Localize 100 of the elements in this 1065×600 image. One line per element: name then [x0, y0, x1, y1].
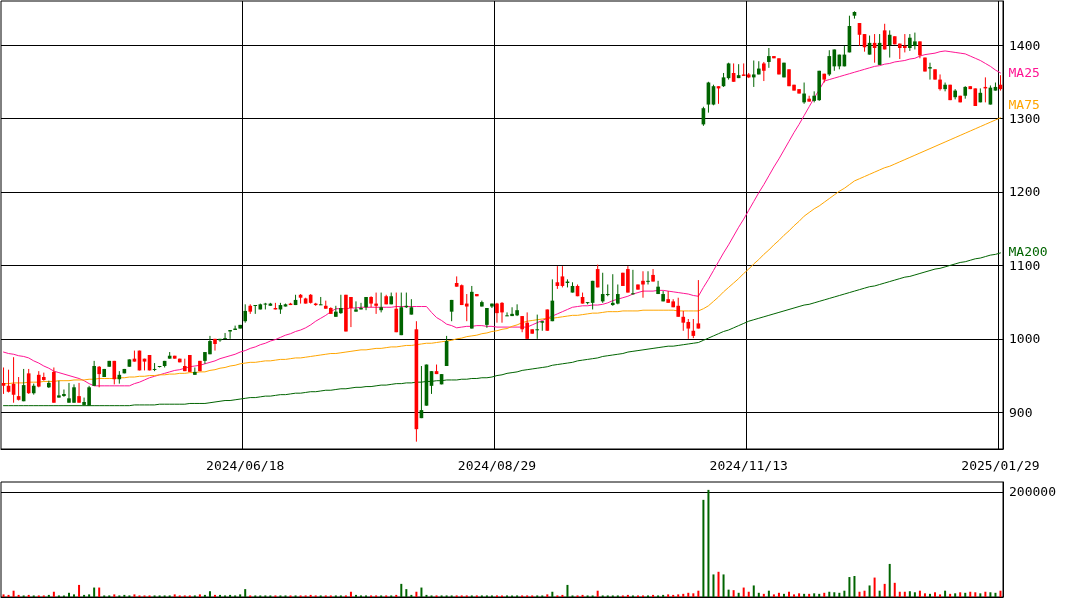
bar	[757, 592, 760, 597]
bar	[415, 591, 418, 597]
bar	[395, 594, 398, 597]
bar	[747, 591, 750, 597]
bar	[949, 593, 952, 597]
bar	[405, 589, 408, 597]
bar	[969, 591, 972, 597]
y-tick-label: 1200	[1009, 184, 1041, 200]
bar	[309, 594, 312, 597]
bar	[918, 590, 921, 597]
bar	[707, 489, 710, 597]
series-label: MA25	[1008, 65, 1040, 81]
candlestick	[696, 279, 701, 330]
bar	[793, 594, 796, 597]
bar	[244, 589, 247, 597]
y-tick-label: 1100	[1009, 257, 1041, 273]
candlestick	[928, 62, 932, 81]
bar	[777, 592, 780, 597]
bar	[803, 593, 806, 597]
bar	[903, 591, 906, 597]
bar	[954, 593, 957, 597]
candlestick	[243, 303, 248, 324]
candlestick	[938, 73, 942, 92]
bar	[198, 594, 201, 597]
candlestick	[26, 368, 31, 395]
bar	[742, 587, 745, 597]
bar	[546, 594, 549, 597]
bar	[133, 594, 136, 597]
bar	[652, 594, 655, 597]
bar	[737, 592, 740, 597]
bar	[868, 585, 871, 597]
bar	[913, 592, 916, 597]
bar	[838, 592, 841, 597]
bar	[219, 594, 222, 597]
bar	[47, 594, 50, 597]
bar	[626, 594, 629, 597]
bar	[863, 590, 866, 597]
candlestick	[767, 47, 771, 69]
bar	[354, 594, 357, 597]
bar	[923, 593, 926, 597]
candlestick	[762, 61, 766, 82]
bar	[752, 585, 755, 597]
bar	[964, 592, 967, 597]
bar	[994, 592, 997, 597]
candlestick	[631, 269, 635, 296]
y-tick-label: 1300	[1009, 111, 1041, 127]
bar	[551, 591, 554, 597]
bar	[888, 563, 891, 597]
bar	[672, 594, 675, 597]
candlestick	[605, 283, 610, 297]
bar	[934, 592, 937, 597]
bar	[123, 594, 126, 597]
candlestick	[651, 268, 655, 283]
x-tick-label: 2025/01/29	[961, 458, 1040, 473]
candlestick	[223, 332, 227, 340]
candlestick	[681, 310, 686, 332]
y-tick-label: 1000	[1009, 331, 1041, 347]
candlestick	[354, 300, 358, 313]
candlestick	[807, 95, 811, 103]
bar	[823, 592, 826, 597]
bar	[692, 593, 695, 597]
bar	[782, 593, 785, 597]
bar	[67, 592, 70, 597]
bar	[12, 590, 15, 597]
bar	[727, 589, 730, 597]
bar	[908, 591, 911, 597]
bar	[596, 590, 599, 597]
bar	[17, 594, 20, 597]
bar	[813, 593, 816, 597]
candlestick	[641, 270, 645, 299]
bar	[944, 590, 947, 597]
bar	[113, 594, 116, 597]
candlestick	[751, 59, 756, 88]
bar	[687, 592, 690, 597]
bar	[848, 577, 851, 597]
bar	[662, 594, 665, 597]
candlestick	[213, 338, 217, 352]
y-tick-label: 1400	[1009, 37, 1041, 53]
bar	[928, 593, 931, 597]
bar	[858, 591, 861, 597]
bar	[239, 594, 242, 597]
candlestick	[394, 292, 399, 333]
candlestick	[379, 292, 383, 313]
series-label: MA200	[1008, 243, 1048, 259]
candlestick	[374, 292, 378, 315]
bar	[566, 584, 569, 597]
candlestick	[535, 314, 540, 340]
bar	[959, 592, 962, 597]
candlestick	[646, 270, 650, 285]
candlestick	[193, 366, 197, 376]
candlestick	[656, 280, 660, 295]
bar	[581, 594, 584, 597]
y-tick-label: 200000	[1009, 484, 1056, 500]
bar	[98, 587, 101, 597]
bar	[83, 594, 86, 597]
bar	[893, 582, 896, 597]
bar	[712, 574, 715, 597]
bar	[173, 594, 176, 597]
candlestick	[16, 376, 21, 402]
bar	[808, 593, 811, 597]
